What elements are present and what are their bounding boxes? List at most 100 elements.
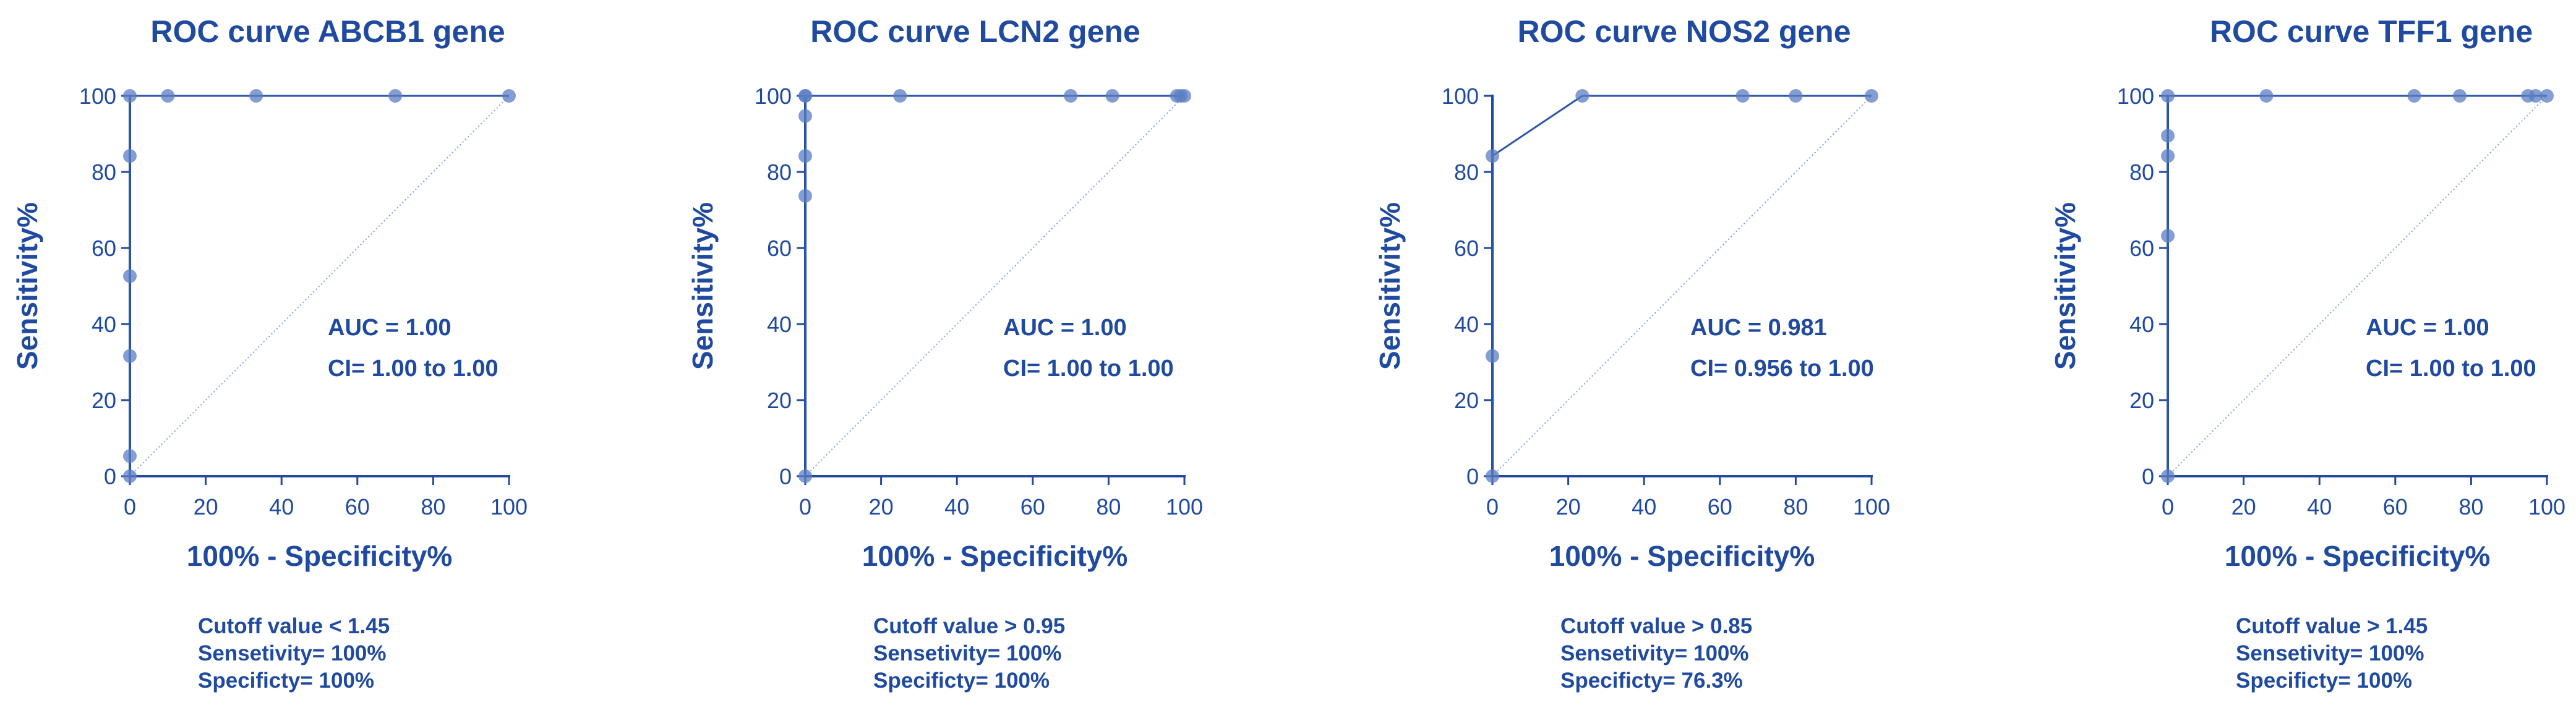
y-axis-label: Sensitivity%	[11, 202, 43, 370]
y-tick-label: 100	[755, 83, 792, 109]
roc-point	[123, 349, 137, 363]
footer-line: Specificty= 100%	[198, 669, 374, 693]
roc-point	[2161, 89, 2175, 103]
roc-point	[1735, 89, 1750, 103]
roc-curve-line	[129, 95, 509, 476]
y-axis-label: Sensitivity%	[687, 202, 719, 370]
roc-point	[2540, 89, 2554, 103]
x-tick-label: 100	[490, 494, 528, 519]
x-tick-label: 40	[1632, 494, 1656, 519]
roc-point	[249, 89, 263, 103]
x-tick-label: 100	[2528, 494, 2565, 519]
y-tick-label: 60	[767, 236, 792, 261]
roc-point	[1064, 89, 1078, 103]
auc-annotation: AUC = 1.00	[1003, 315, 1127, 341]
x-tick-label: 40	[269, 494, 294, 519]
roc-point	[161, 89, 175, 103]
y-tick-label: 0	[779, 464, 792, 489]
roc-point	[1486, 469, 1499, 483]
roc-point	[2161, 129, 2175, 143]
auc-annotation: AUC = 1.00	[2366, 315, 2489, 341]
y-tick-label: 0	[2142, 464, 2154, 489]
roc-point	[2161, 229, 2175, 243]
roc-point	[1486, 349, 1499, 363]
y-tick-label: 40	[92, 312, 116, 337]
x-tick-label: 60	[345, 494, 370, 519]
roc-point	[798, 469, 812, 483]
y-tick-label: 40	[1454, 312, 1479, 337]
roc-panel-1: ROC curve ABCB1 gene 0 20 40 60 80 100 0 20 40 60 8…	[11, 14, 528, 693]
footer-line: Cutoff value < 1.45	[198, 614, 390, 638]
x-tick-label: 60	[1021, 494, 1045, 519]
x-tick-label: 20	[1556, 494, 1581, 519]
chart-title: ROC curve ABCB1 gene	[150, 14, 505, 49]
reference-diagonal-line	[129, 95, 510, 477]
x-axis-label: 100% - Specificity%	[1549, 540, 1815, 572]
x-tick-label: 0	[799, 494, 811, 519]
ci-annotation: CI= 1.00 to 1.00	[328, 356, 499, 382]
y-tick-label: 100	[2117, 83, 2154, 109]
x-tick-label: 100	[1853, 494, 1890, 519]
roc-point	[123, 449, 137, 463]
roc-point	[798, 109, 812, 123]
y-tick-label: 80	[767, 160, 792, 185]
roc-point	[798, 189, 812, 203]
roc-point	[2407, 89, 2421, 103]
ci-annotation: CI= 1.00 to 1.00	[2366, 356, 2536, 382]
roc-point	[123, 89, 137, 103]
roc-point	[1105, 89, 1119, 103]
roc-point	[1789, 89, 1803, 103]
y-tick-label: 100	[1442, 83, 1479, 109]
roc-point	[123, 149, 137, 163]
chart-title: ROC curve NOS2 gene	[1517, 14, 1851, 49]
footer-line: Specificty= 100%	[2236, 669, 2412, 693]
y-tick-label: 20	[92, 388, 116, 413]
x-tick-label: 80	[421, 494, 445, 519]
footer-line: Cutoff value > 0.85	[1560, 614, 1752, 638]
y-tick-label: 40	[2129, 312, 2154, 337]
roc-point	[2528, 89, 2543, 103]
x-tick-label: 80	[1096, 494, 1121, 519]
x-tick-label: 100	[1166, 494, 1203, 519]
y-tick-label: 20	[1454, 388, 1479, 413]
x-tick-label: 20	[869, 494, 894, 519]
footer-line: Cutoff value > 0.95	[873, 614, 1065, 638]
chart-title: ROC curve TFF1 gene	[2210, 14, 2533, 49]
x-tick-label: 80	[1783, 494, 1808, 519]
x-tick-label: 80	[2458, 494, 2483, 519]
x-axis-label: 100% - Specificity%	[862, 540, 1128, 572]
y-tick-label: 20	[767, 388, 792, 413]
roc-point	[1865, 89, 1878, 103]
roc-point	[2259, 89, 2274, 103]
y-tick-label: 80	[2129, 160, 2154, 185]
x-tick-label: 40	[2307, 494, 2332, 519]
auc-annotation: AUC = 1.00	[328, 315, 451, 341]
roc-panel-4: ROC curve TFF1 gene 0 20 40 60 80 100 0 20 40 60 80…	[2049, 14, 2565, 693]
x-tick-label: 20	[2232, 494, 2256, 519]
footer-line: Sensetivity= 100%	[198, 641, 387, 665]
roc-point	[2161, 149, 2175, 163]
x-tick-label: 40	[944, 494, 969, 519]
x-tick-label: 60	[2383, 494, 2408, 519]
footer-line: Sensetivity= 100%	[2236, 641, 2424, 665]
roc-point	[388, 89, 403, 103]
y-tick-label: 60	[2129, 236, 2154, 261]
chart-title: ROC curve LCN2 gene	[810, 14, 1140, 49]
reference-diagonal-line	[1492, 95, 1872, 477]
footer-line: Cutoff value > 1.45	[2236, 614, 2428, 638]
x-tick-label: 0	[2162, 494, 2174, 519]
footer-line: Sensetivity= 100%	[1560, 641, 1749, 665]
y-tick-label: 0	[104, 464, 116, 489]
reference-diagonal-line	[2167, 95, 2548, 477]
roc-point	[502, 89, 516, 103]
y-tick-label: 60	[92, 236, 116, 261]
roc-point	[123, 469, 137, 483]
x-tick-label: 20	[194, 494, 218, 519]
auc-annotation: AUC = 0.981	[1690, 315, 1827, 341]
y-tick-label: 80	[92, 160, 116, 185]
ci-annotation: CI= 1.00 to 1.00	[1003, 356, 1174, 382]
footer-line: Specificty= 76.3%	[1560, 669, 1743, 693]
y-axis-label: Sensitivity%	[2049, 202, 2081, 370]
roc-panel-3: ROC curve NOS2 gene 0 20 40 60 80 100 0 20 40 60 80…	[1374, 14, 1890, 693]
